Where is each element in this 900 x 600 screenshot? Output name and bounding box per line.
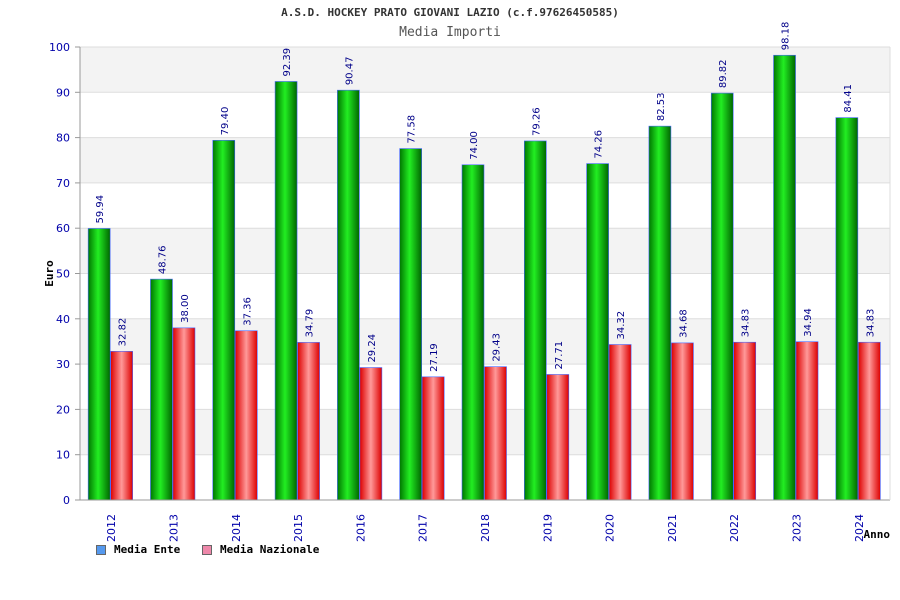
data-label-nazionale: 27.19 [429, 343, 440, 372]
data-label-ente: 89.82 [718, 59, 729, 88]
data-label-ente: 90.47 [344, 57, 355, 86]
x-tick-label: 2012 [105, 514, 118, 542]
bar-media-ente [150, 278, 173, 501]
bar-media-ente [773, 54, 796, 501]
x-tick-label: 2017 [417, 514, 430, 542]
plot-band [80, 228, 890, 274]
data-label-nazionale: 27.71 [554, 341, 565, 370]
y-tick-label: 50 [56, 268, 70, 281]
data-label-nazionale: 37.36 [242, 297, 253, 326]
bar-media-ente [835, 117, 859, 501]
data-label-ente: 48.76 [157, 245, 168, 274]
data-label-ente: 92.39 [282, 48, 293, 77]
y-tick-label: 20 [56, 403, 70, 416]
plot-band [80, 92, 890, 138]
data-label-ente: 79.26 [531, 107, 542, 136]
plot-band [80, 137, 890, 183]
y-tick-label: 30 [56, 358, 70, 371]
x-tick-label: 2024 [853, 514, 866, 542]
plot-band [80, 47, 890, 93]
bar-media-ente [524, 140, 547, 501]
data-label-nazionale: 38.00 [180, 294, 191, 323]
bar-media-ente [586, 163, 609, 501]
data-label-ente: 74.00 [469, 131, 480, 160]
plot-band [80, 318, 890, 365]
data-label-ente: 77.58 [407, 115, 418, 144]
x-tick-label: 2013 [167, 514, 180, 542]
bar-media-ente [399, 148, 422, 501]
y-axis-label: Euro [43, 260, 56, 287]
legend-swatch-nazionale [202, 544, 212, 555]
bar-media-ente [648, 125, 672, 501]
legend-swatch-ente [96, 544, 106, 555]
chart-title: A.S.D. HOCKEY PRATO GIOVANI LAZIO (c.f.9… [281, 6, 619, 19]
y-tick-label: 60 [56, 222, 70, 235]
bar-media-nazionale [858, 341, 881, 501]
y-tick-label: 80 [56, 132, 70, 145]
data-label-nazionale: 34.79 [305, 309, 316, 338]
y-tick-label: 70 [56, 177, 70, 190]
bar-media-nazionale [608, 344, 632, 501]
bar-media-nazionale [546, 374, 570, 501]
legend-label-nazionale: Media Nazionale [220, 543, 320, 556]
x-tick-label: 2021 [666, 514, 679, 542]
data-label-ente: 79.40 [220, 107, 231, 136]
y-tick-label: 40 [56, 313, 70, 326]
data-label-ente: 84.41 [843, 84, 854, 113]
x-axis-label: Anno [864, 528, 891, 541]
data-label-ente: 82.53 [656, 92, 667, 121]
y-tick-label: 90 [56, 86, 70, 99]
bar-media-nazionale [110, 351, 133, 501]
bar-media-ente [212, 140, 236, 501]
bar-media-ente [461, 164, 485, 501]
y-tick-label: 100 [49, 41, 70, 54]
chart-subtitle: Media Importi [399, 25, 501, 40]
data-label-nazionale: 29.43 [492, 333, 503, 362]
data-label-nazionale: 34.32 [616, 311, 627, 340]
axes: 0 10 20 30 40 50 60 70 80 90 100 Euro Anno 2012 2013 20… [43, 41, 891, 542]
data-label-nazionale: 29.24 [367, 334, 378, 363]
legend-item-nazionale: Media Nazionale [202, 543, 319, 556]
data-label-nazionale: 34.83 [741, 309, 752, 338]
legend-label-ente: Media Ente [114, 543, 181, 556]
x-tick-label: 2018 [479, 514, 492, 542]
bar-media-nazionale [234, 330, 258, 501]
x-tick-label: 2019 [541, 514, 554, 542]
y-tick-label: 0 [63, 494, 70, 507]
plot-band [80, 273, 890, 319]
y-tick-label: 10 [56, 449, 70, 462]
bar-media-nazionale [359, 367, 383, 501]
bar-media-nazionale [795, 341, 819, 501]
x-tick-label: 2016 [354, 514, 367, 542]
x-tick-label: 2022 [728, 514, 741, 542]
bar-media-nazionale [733, 341, 757, 501]
data-label-nazionale: 34.68 [678, 309, 689, 338]
x-tick-label: 2014 [230, 514, 243, 542]
bar-media-nazionale [421, 376, 445, 501]
bar-media-nazionale [484, 366, 507, 501]
bar-media-nazionale [671, 342, 694, 501]
bar-media-ente [337, 89, 360, 501]
data-label-ente: 74.26 [594, 130, 605, 159]
bar-media-ente [710, 92, 734, 501]
bar-media-ente [87, 228, 111, 501]
x-tick-label: 2015 [292, 514, 305, 542]
bar-media-ente [274, 81, 298, 501]
data-label-ente: 59.94 [95, 195, 106, 224]
data-label-nazionale: 34.94 [803, 308, 814, 337]
plot-band [80, 182, 890, 229]
data-label-ente: 98.18 [781, 22, 792, 51]
legend-item-ente: Media Ente [96, 543, 180, 556]
data-labels: 59.94 32.82 48.76 38.00 79.40 37.36 92.39 34.79… [95, 22, 876, 372]
x-tick-label: 2023 [791, 514, 804, 542]
data-label-nazionale: 34.83 [865, 309, 876, 338]
x-tick-label: 2020 [604, 514, 617, 542]
data-label-nazionale: 32.82 [118, 318, 129, 347]
bar-media-nazionale [297, 342, 320, 501]
bar-media-nazionale [172, 327, 196, 501]
